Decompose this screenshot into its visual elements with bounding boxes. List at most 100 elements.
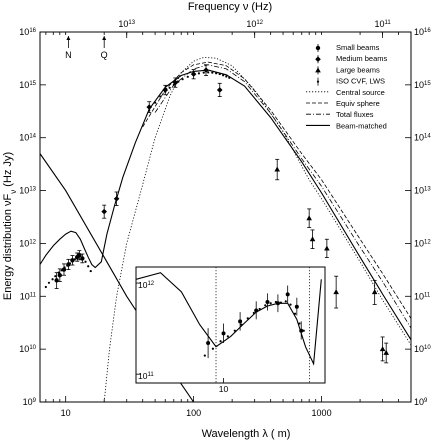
inset-x-tick-label: 10 bbox=[219, 384, 229, 394]
inset-point bbox=[275, 301, 280, 306]
y-tick-label: 109 bbox=[23, 397, 37, 407]
y-axis-label-main: Energy distribution νF bbox=[2, 193, 14, 300]
band-marker-arrow bbox=[66, 36, 71, 40]
inset-plot: 10 1011 1012 bbox=[135, 266, 326, 394]
data-point bbox=[162, 87, 169, 93]
data-point bbox=[228, 76, 231, 79]
legend-label: Equiv sphere bbox=[336, 99, 380, 108]
inset-point bbox=[238, 319, 243, 324]
legend-label: Beam-matched bbox=[336, 121, 387, 130]
data-point bbox=[101, 208, 107, 215]
data-point bbox=[54, 275, 57, 278]
data-point bbox=[113, 195, 120, 202]
inset-point bbox=[294, 304, 299, 309]
frequency-tick-label: 1011 bbox=[374, 19, 391, 29]
y-tick-label-right: 1013 bbox=[414, 186, 431, 196]
y-tick-label: 1014 bbox=[19, 133, 36, 143]
data-point bbox=[218, 72, 221, 76]
inset-dot bbox=[211, 347, 214, 350]
inset-dot bbox=[252, 311, 255, 315]
data-point bbox=[192, 73, 195, 76]
inset-y-tick-label: 1012 bbox=[138, 280, 155, 290]
legend-label: Total fluxes bbox=[336, 110, 374, 119]
data-point bbox=[89, 269, 92, 273]
data-point bbox=[216, 87, 223, 93]
data-point bbox=[82, 256, 85, 260]
data-point bbox=[202, 71, 205, 74]
data-point bbox=[87, 265, 90, 268]
data-point bbox=[79, 254, 82, 257]
inset-point bbox=[206, 340, 211, 345]
legend-label: Central source bbox=[336, 88, 385, 97]
inset-dot bbox=[302, 329, 305, 332]
inset-dot bbox=[293, 312, 297, 315]
inset-dot bbox=[240, 323, 243, 326]
inset-dot bbox=[226, 335, 229, 338]
legend-label: Small beams bbox=[336, 43, 380, 52]
data-point bbox=[197, 72, 201, 75]
y-tick-label: 1016 bbox=[19, 27, 36, 37]
y-tick-label: 1012 bbox=[19, 238, 36, 248]
model-curve bbox=[154, 64, 411, 329]
data-point bbox=[215, 72, 218, 75]
model-curve bbox=[103, 56, 411, 402]
x-tick-label: 100 bbox=[186, 408, 201, 418]
inset-dot bbox=[246, 317, 249, 320]
legend-marker bbox=[315, 45, 321, 51]
data-point bbox=[186, 75, 189, 78]
inset-dot bbox=[258, 307, 261, 311]
inset-dot bbox=[279, 301, 283, 304]
model-curve bbox=[142, 61, 411, 319]
data-point bbox=[63, 266, 66, 269]
inset-dot bbox=[298, 322, 301, 325]
legend-label: ISO CVF, LWS bbox=[336, 77, 385, 86]
data-point bbox=[324, 245, 330, 251]
data-point bbox=[57, 271, 60, 274]
inset-dot bbox=[269, 302, 272, 305]
data-point bbox=[159, 95, 162, 98]
inset-dot bbox=[289, 303, 292, 306]
data-point bbox=[73, 258, 76, 261]
inset-point bbox=[221, 331, 226, 336]
data-point bbox=[371, 289, 378, 295]
data-point bbox=[309, 236, 316, 242]
y-tick-label-right: 1012 bbox=[414, 238, 431, 248]
data-point bbox=[225, 75, 228, 78]
legend: Small beams Medium beams Large beams ISO CV… bbox=[306, 43, 388, 130]
inset-dot bbox=[219, 340, 222, 343]
frequency-tick-label: 1012 bbox=[246, 19, 263, 29]
data-point bbox=[47, 281, 51, 284]
band-marker-arrow bbox=[102, 36, 107, 40]
inset-y-tick-label: 1011 bbox=[138, 371, 154, 381]
top-axis-label: Frequency ν (Hz) bbox=[188, 1, 272, 13]
band-marker-label: Q bbox=[101, 50, 108, 60]
legend-marker bbox=[315, 56, 321, 62]
data-point bbox=[306, 215, 312, 221]
inset-point bbox=[265, 299, 270, 304]
y-axis-label-unit: (Hz Jy) bbox=[2, 152, 14, 190]
data-point bbox=[177, 80, 180, 83]
data-point bbox=[222, 74, 225, 77]
model-curve bbox=[40, 69, 411, 341]
data-point bbox=[333, 289, 339, 295]
data-point bbox=[274, 166, 280, 172]
y-tick-label: 1013 bbox=[19, 186, 36, 196]
x-tick-label: 10 bbox=[61, 408, 71, 418]
y-tick-label-right: 1011 bbox=[414, 291, 431, 301]
data-point bbox=[203, 67, 209, 73]
inset-dot bbox=[203, 354, 206, 357]
plot-frame bbox=[39, 31, 412, 403]
y-tick-label-right: 109 bbox=[414, 397, 428, 407]
inset-dot bbox=[264, 304, 267, 307]
x-axis-label: Wavelength λ ( m) bbox=[202, 428, 291, 440]
data-point bbox=[54, 278, 59, 283]
y-tick-label-right: 1015 bbox=[414, 80, 431, 90]
data-point bbox=[181, 78, 184, 81]
data-point bbox=[66, 264, 69, 267]
data-point bbox=[379, 346, 386, 352]
data-point bbox=[44, 285, 47, 289]
data-point bbox=[76, 255, 79, 258]
y-tick-label-right: 1016 bbox=[414, 27, 431, 37]
frequency-tick-label: 1013 bbox=[118, 19, 135, 29]
